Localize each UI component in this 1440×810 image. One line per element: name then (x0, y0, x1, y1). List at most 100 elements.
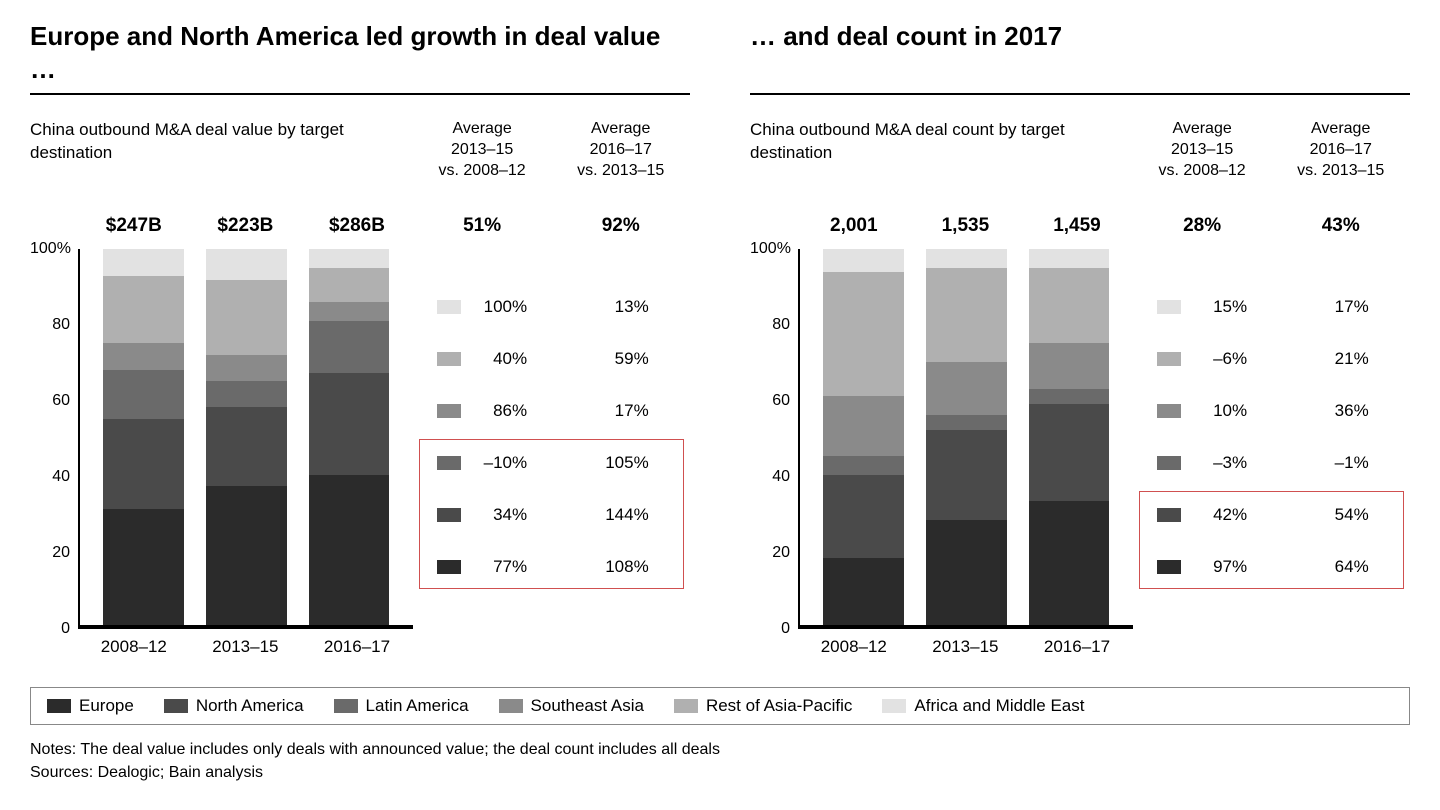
legend-label: Europe (79, 696, 134, 716)
legend-swatch (164, 699, 188, 713)
bar-segment (309, 268, 389, 302)
value-text: 97% (1191, 557, 1247, 577)
value-row: 97% (1133, 557, 1272, 577)
y-tick: 100% (750, 240, 790, 258)
x-label: 2016–17 (1021, 629, 1133, 657)
title-left: Europe and North America led growth in d… (30, 20, 690, 85)
stacked-bar (1029, 249, 1109, 625)
value-text: 17% (593, 401, 649, 421)
value-text: –3% (1191, 453, 1247, 473)
color-swatch (1157, 300, 1181, 314)
right-col1-header: Average2013–15vs. 2008–12 (1133, 119, 1272, 181)
y-tick: 0 (750, 620, 790, 638)
totals-row: $247B$223B$286B 51% 92% 2,0011,5351,459 … (30, 215, 1410, 243)
value-row: 17% (551, 401, 690, 421)
bar-segment (309, 373, 389, 475)
stacked-bar (823, 249, 903, 625)
legend-item: North America (164, 696, 304, 716)
bar-segment (926, 520, 1006, 625)
legend-label: Africa and Middle East (914, 696, 1084, 716)
bar-total: 1,459 (1021, 215, 1133, 237)
y-tick: 20 (30, 544, 70, 562)
stacked-bar (309, 249, 389, 625)
x-label: 2008–12 (798, 629, 910, 657)
value-row: –1% (1271, 453, 1410, 473)
right-col2-header: Average2016–17vs. 2013–15 (1271, 119, 1410, 181)
legend-item: Latin America (334, 696, 469, 716)
color-swatch (1157, 404, 1181, 418)
header-row: China outbound M&A deal value by target … (30, 119, 1410, 197)
x-label: 2013–15 (910, 629, 1022, 657)
bar-total: 1,535 (910, 215, 1022, 237)
legend-label: Latin America (366, 696, 469, 716)
color-swatch (437, 560, 461, 574)
bar-segment (206, 280, 286, 355)
value-row: 42% (1133, 505, 1272, 525)
bar-segment (1029, 389, 1109, 404)
bar-segment (103, 276, 183, 344)
notes-line-2: Sources: Dealogic; Bain analysis (30, 762, 1410, 784)
color-swatch (437, 404, 461, 418)
value-text: –10% (471, 453, 527, 473)
legend-label: Southeast Asia (531, 696, 644, 716)
bar-segment (823, 475, 903, 558)
value-row: 100% (413, 297, 552, 317)
legend-item: Southeast Asia (499, 696, 644, 716)
notes-line-1: Notes: The deal value includes only deal… (30, 739, 1410, 761)
right-value-columns: 15%–6%10%–3%42%97% 17%21%36%–1%54%64% (1133, 249, 1410, 657)
color-swatch (437, 352, 461, 366)
legend: Europe North America Latin America Southeas… (30, 687, 1410, 725)
left-value-columns: 100%40%86%–10%34%77% 13%59%17%105%144%10… (413, 249, 690, 657)
y-tick: 80 (30, 316, 70, 334)
legend-label: North America (196, 696, 304, 716)
y-tick: 20 (750, 544, 790, 562)
bar-total: $286B (301, 215, 413, 237)
legend-item: Europe (47, 696, 134, 716)
y-tick: 40 (750, 468, 790, 486)
charts-row: 020406080100% 2008–122013–152016–17 100%… (30, 249, 1410, 657)
value-text: 40% (471, 349, 527, 369)
bar-segment (206, 381, 286, 407)
x-label: 2013–15 (190, 629, 302, 657)
value-row: 10% (1133, 401, 1272, 421)
value-text: –1% (1313, 453, 1369, 473)
value-row: 77% (413, 557, 552, 577)
value-text: 21% (1313, 349, 1369, 369)
value-text: –6% (1191, 349, 1247, 369)
y-tick: 100% (30, 240, 70, 258)
value-row: 21% (1271, 349, 1410, 369)
value-text: 13% (593, 297, 649, 317)
left-subtitle: China outbound M&A deal value by target … (30, 119, 413, 181)
bar-segment (206, 407, 286, 486)
bar-segment (823, 558, 903, 626)
value-text: 36% (1313, 401, 1369, 421)
left-col2-total: 92% (551, 215, 690, 237)
legend-label: Rest of Asia-Pacific (706, 696, 852, 716)
bar-segment (309, 321, 389, 374)
bar-total: 2,001 (798, 215, 910, 237)
right-chart: 020406080100% (750, 249, 1133, 629)
y-tick: 0 (30, 620, 70, 638)
value-row: –3% (1133, 453, 1272, 473)
x-label: 2008–12 (78, 629, 190, 657)
bar-segment (926, 362, 1006, 415)
bar-segment (1029, 404, 1109, 502)
x-label: 2016–17 (301, 629, 413, 657)
stacked-bar (206, 249, 286, 625)
value-text: 10% (1191, 401, 1247, 421)
value-row: 64% (1271, 557, 1410, 577)
bar-segment (103, 509, 183, 626)
value-text: 15% (1191, 297, 1247, 317)
value-text: 64% (1313, 557, 1369, 577)
bar-total: $247B (78, 215, 190, 237)
titles-row: Europe and North America led growth in d… (30, 20, 1410, 85)
bar-segment (823, 456, 903, 475)
color-swatch (1157, 560, 1181, 574)
legend-item: Rest of Asia-Pacific (674, 696, 852, 716)
value-row: 36% (1271, 401, 1410, 421)
bar-segment (309, 302, 389, 321)
right-col1-total: 28% (1133, 215, 1272, 237)
bar-segment (103, 419, 183, 509)
value-row: –10% (413, 453, 552, 473)
value-row: 40% (413, 349, 552, 369)
